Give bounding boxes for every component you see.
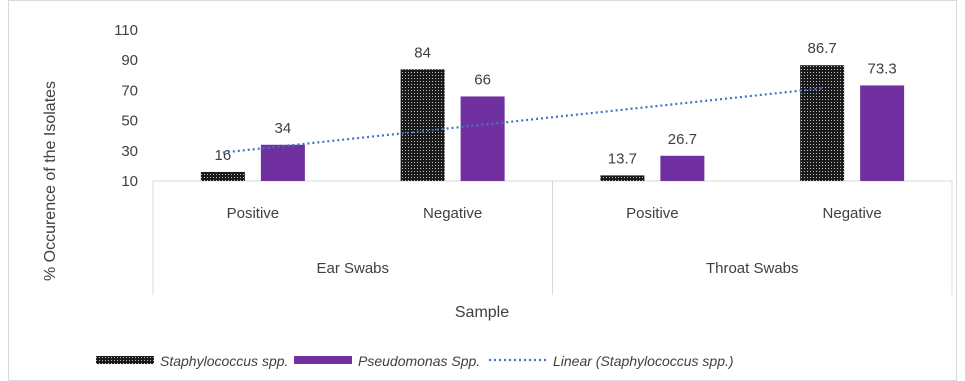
y-tick-label: 110 [114,22,138,39]
legend: Staphylococcus spp. Pseudomonas Spp. Linea… [96,353,734,369]
legend-item-pseudomonas: Pseudomonas Spp. [294,353,480,369]
data-label: 26.7 [668,131,697,148]
bar-pseudomonas [860,85,905,181]
y-tick-label: 10 [121,173,138,190]
data-label: 16 [215,147,232,164]
x-axis-title: Sample [455,304,509,321]
bar-pseudomonas [260,144,305,181]
data-label: 13.7 [608,150,637,167]
category-label: Negative [823,205,882,222]
data-label: 66 [474,71,491,88]
data-label: 84 [414,44,431,61]
bar-staphylococcus [400,69,445,181]
bar-staphylococcus [200,171,245,181]
legend-label: Pseudomonas Spp. [358,353,480,369]
legend-label: Staphylococcus spp. [160,353,288,369]
group-label: Throat Swabs [706,260,799,277]
category-label: Positive [227,205,280,222]
legend-item-staphylococcus: Staphylococcus spp. [96,353,288,369]
legend-label: Linear (Staphylococcus spp.) [553,353,734,369]
plot-area: 10 30 50 70 90 110 Positive Negative Ear Swabs Po… [114,22,953,295]
legend-item-trendline: Linear (Staphylococcus spp.) [489,353,734,369]
y-tick-label: 50 [121,113,138,130]
trendline-staphylococcus [222,87,823,154]
bar-staphylococcus [600,175,645,181]
data-label: 73.3 [868,60,897,77]
y-tick-label: 30 [121,143,138,160]
legend-swatch [96,356,154,364]
data-label: 86.7 [808,40,837,57]
y-tick-label: 70 [121,82,138,99]
category-label: Negative [423,205,482,222]
y-tick-label: 90 [121,52,138,69]
legend-swatch [294,356,352,364]
chart-frame [8,0,957,381]
bar-pseudomonas [660,155,705,181]
bar-pseudomonas [460,96,505,181]
bar-staphylococcus [800,65,845,181]
category-label: Positive [626,205,679,222]
y-axis-title: % Occurence of the Isolates [42,81,59,281]
data-label: 34 [275,120,292,137]
group-label: Ear Swabs [316,260,389,277]
